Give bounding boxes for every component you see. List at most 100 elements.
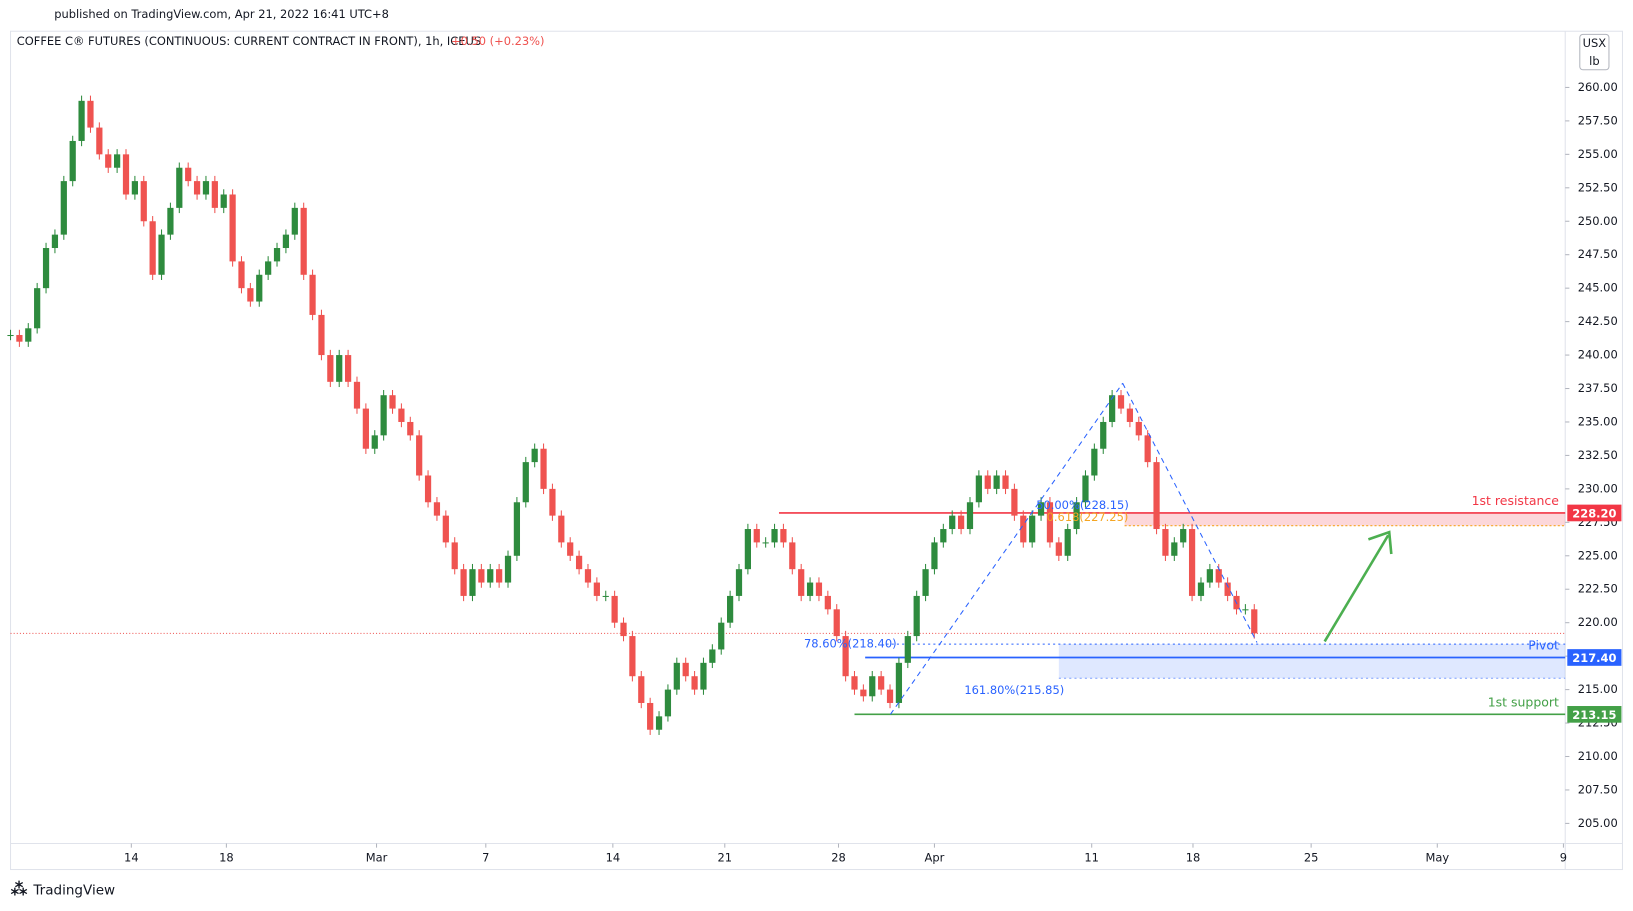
candle-body: [1073, 502, 1080, 530]
candle-body: [966, 502, 974, 530]
candle-body: [1082, 475, 1089, 503]
candle-body: [913, 595, 920, 637]
candle-body: [922, 569, 929, 596]
pivot-zone: [1058, 644, 1566, 679]
candle-body: [256, 274, 263, 302]
candle-body: [87, 100, 94, 128]
plot: 205.00207.50210.00212.50215.00217.50220.…: [7, 80, 1622, 865]
candle-body: [1011, 488, 1018, 516]
candle-body: [158, 234, 165, 275]
candle-body: [629, 636, 636, 677]
y-tick-label: 235.00: [1578, 414, 1618, 428]
candle-body: [771, 529, 778, 543]
candle-body: [1109, 395, 1116, 422]
candle-body: [416, 435, 423, 476]
candle-body: [1064, 529, 1071, 556]
candle-body: [122, 154, 130, 195]
candle-body: [371, 435, 378, 449]
candle-body: [96, 127, 103, 155]
candle-body: [273, 248, 281, 262]
logo-mark: ⁂: [11, 880, 28, 899]
y-tick-label: 237.50: [1578, 381, 1618, 395]
candle-body: [1100, 421, 1107, 449]
candle-body: [638, 676, 645, 703]
unit-box[interactable]: [1579, 33, 1610, 71]
y-tick-label: 245.00: [1578, 281, 1618, 295]
candle-body: [682, 662, 689, 677]
frame: [9, 30, 1624, 871]
price-tag: [1567, 504, 1622, 522]
candle-body: [984, 475, 991, 489]
candle-body: [824, 595, 831, 610]
price-tag: [1567, 649, 1622, 666]
candle-body: [1215, 569, 1222, 583]
x-tick-label: 18: [219, 851, 234, 865]
candle-body: [655, 716, 663, 730]
x-tick-label: Apr: [925, 851, 945, 865]
y-tick-label: 255.00: [1578, 147, 1618, 161]
price-tag-label: 228.20: [1572, 507, 1616, 521]
candle-body: [1162, 529, 1169, 556]
candle-body: [291, 207, 298, 235]
candle-body: [522, 462, 529, 503]
level-name: Pivot: [1528, 638, 1559, 653]
candle-body: [709, 649, 716, 663]
y-tick-label: 205.00: [1578, 816, 1618, 830]
candle-body: [469, 569, 476, 596]
resistance-zone: [1124, 512, 1566, 526]
y-tick-label: 230.00: [1578, 481, 1618, 495]
projection-arrow: [1323, 534, 1390, 643]
candle-body: [718, 622, 725, 650]
candle-body: [842, 636, 849, 677]
candle-body: [398, 408, 405, 422]
candle-body: [318, 314, 325, 356]
fib-label: 0.618(227.25): [1047, 510, 1129, 524]
candle-body: [931, 542, 938, 570]
candle-body: [185, 167, 192, 182]
candle-body: [744, 529, 751, 570]
candle-body: [957, 515, 965, 530]
candle-body: [460, 569, 467, 596]
candle-body: [60, 181, 67, 235]
candle-body: [487, 569, 494, 583]
candle-body: [34, 288, 41, 329]
candle-body: [949, 515, 956, 530]
candle-body: [78, 100, 85, 141]
candle-body: [327, 355, 334, 382]
candle-body: [798, 569, 805, 596]
candle-body: [531, 448, 538, 463]
candle-body: [575, 555, 583, 570]
symbol-title: COFFEE C® FUTURES (CONTINUOUS: CURRENT C…: [17, 34, 481, 48]
candle-body: [1135, 421, 1142, 436]
y-tick-label: 242.50: [1578, 314, 1618, 328]
y-tick-label: 252.50: [1578, 180, 1618, 194]
candle-body: [815, 582, 823, 596]
candle-body: [602, 595, 609, 597]
candle-body: [105, 154, 112, 168]
candle-body: [860, 689, 867, 697]
candle-body: [584, 569, 592, 583]
candle-body: [1117, 395, 1125, 409]
candle-body: [1171, 542, 1178, 556]
candle-body: [975, 475, 982, 503]
unit-label: lb: [1589, 54, 1599, 68]
candle-body: [176, 167, 183, 208]
candle-body: [558, 515, 565, 543]
y-tick-label: 247.50: [1578, 247, 1618, 261]
candle-body: [691, 676, 698, 690]
price-tag-label: 217.40: [1572, 651, 1616, 665]
candle-body: [336, 355, 343, 382]
x-tick-label: 9: [1560, 851, 1567, 865]
candle-body: [149, 221, 156, 275]
y-tick-label: 210.00: [1578, 749, 1618, 763]
candle-body: [593, 582, 600, 596]
candle-body: [789, 542, 796, 570]
candle-body: [1020, 515, 1027, 543]
candle-body: [1037, 502, 1045, 516]
candle-body: [211, 181, 218, 208]
x-tick-label: 7: [482, 851, 489, 865]
candle-body: [309, 274, 316, 315]
candle-body: [407, 421, 414, 436]
